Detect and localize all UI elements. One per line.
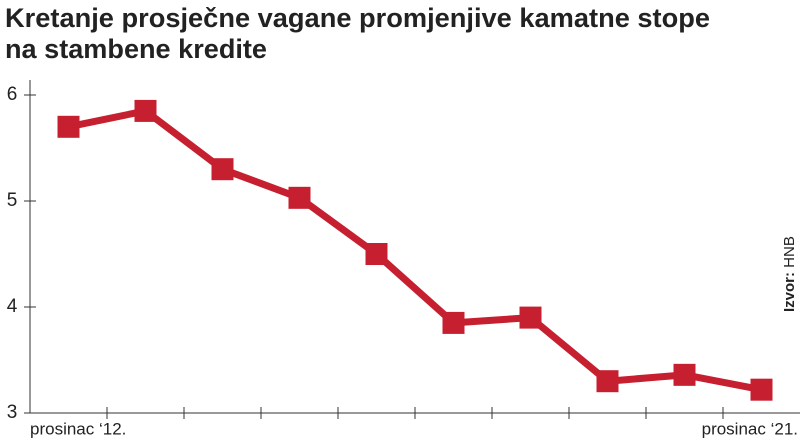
- marker: [596, 370, 619, 393]
- line: [67, 107, 763, 394]
- chart-title: na stambene kredite: [5, 34, 267, 64]
- marker: [288, 186, 311, 209]
- marker: [57, 115, 80, 138]
- y-tick-label: 6: [7, 84, 18, 105]
- marker: [134, 99, 157, 122]
- source-name: HNB: [781, 236, 798, 268]
- x-tick-label: prosinac ‘12.: [30, 419, 126, 438]
- marker: [211, 158, 234, 181]
- x-tick-label: prosinac ‘21.: [702, 419, 798, 438]
- y-tick-label: 4: [7, 296, 18, 317]
- y-tick-label: 5: [7, 190, 18, 211]
- marker: [442, 311, 465, 334]
- source-text: Izvor: HNB: [781, 236, 798, 312]
- marker: [673, 363, 696, 386]
- source: Izvor: HNB: [781, 236, 798, 312]
- marker: [365, 243, 388, 265]
- chart-title: Kretanje prosječne vagane promjenjive ka…: [5, 3, 710, 33]
- marker: [519, 306, 542, 329]
- source-label: Izvor:: [781, 272, 798, 312]
- marker: [750, 378, 773, 401]
- y-tick-label: 3: [7, 402, 18, 423]
